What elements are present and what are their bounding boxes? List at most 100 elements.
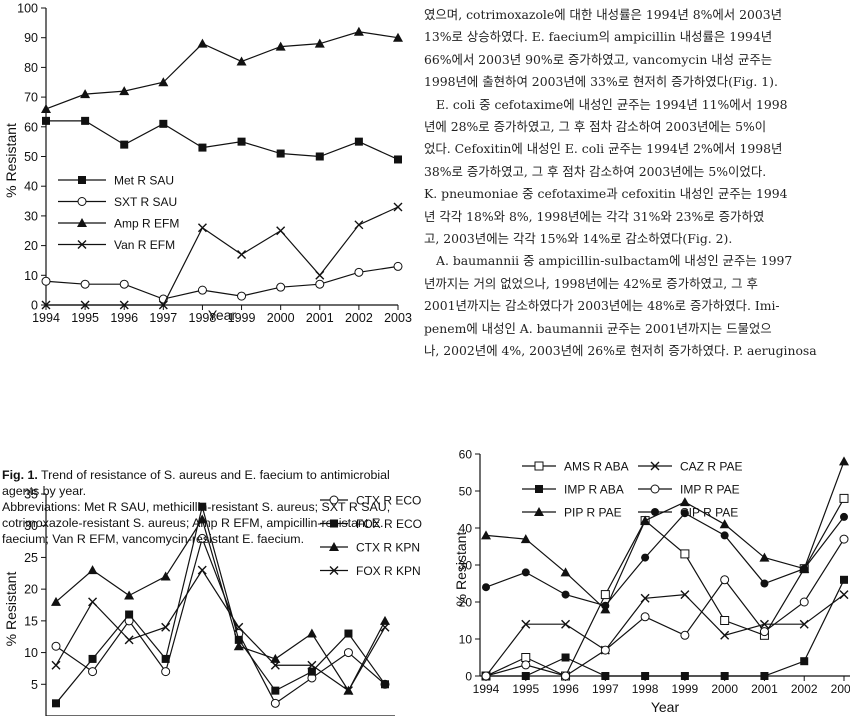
data-point: [393, 32, 403, 42]
series-line: [485, 461, 845, 611]
y-tick-label: 30: [24, 519, 38, 533]
y-axis-title: % Resistant: [453, 532, 469, 607]
data-point: [51, 660, 61, 670]
data-point: [197, 533, 207, 543]
legend-entry: PIP R PAE: [522, 506, 622, 520]
data-point: [561, 619, 571, 629]
legend-label: CIP R PAE: [680, 506, 738, 520]
x-tick-label: 1994: [473, 682, 500, 696]
data-point: [720, 630, 730, 640]
series-line: [55, 506, 386, 704]
x-tick-label: 2000: [267, 311, 295, 325]
series-met-r-sau: [42, 116, 402, 164]
text-line: 13%로 상승하였다. E. faecium의 ampicillin 내성률은 …: [424, 29, 773, 45]
data-point: [521, 619, 531, 629]
data-point: [719, 519, 730, 529]
text-line: K. pneumoniae 중 cefotaxime과 cefoxitin 내성…: [424, 186, 788, 202]
legend-label: SXT R SAU: [114, 195, 177, 209]
x-tick-label: 1996: [110, 311, 138, 325]
data-point: [840, 575, 848, 584]
text-line: penem에 내성인 A. baumannii 균주는 2001년까지는 드물었…: [424, 320, 772, 336]
legend-marker: [651, 508, 659, 516]
data-point: [234, 622, 244, 632]
legend-marker: [650, 484, 660, 494]
y-tick-label: 40: [459, 522, 473, 536]
x-tick-label: 1995: [71, 311, 99, 325]
data-point: [561, 590, 570, 599]
y-tick-label: 35: [24, 488, 38, 502]
text-line: 고, 2003년에는 각각 15%와 14%로 감소하였다(Fig. 2).: [424, 231, 733, 247]
data-point: [81, 116, 90, 125]
data-point: [679, 497, 690, 507]
legend-label: Met R SAU: [114, 174, 174, 188]
legend-label: CTX R ECO: [356, 494, 421, 508]
legend-marker: [329, 542, 339, 551]
data-point: [276, 282, 286, 292]
legend-marker: [535, 485, 543, 493]
data-point: [640, 515, 651, 525]
data-point: [88, 654, 97, 663]
data-point: [233, 641, 244, 651]
x-tick-label: 2003: [384, 311, 412, 325]
data-point: [275, 41, 286, 51]
data-point: [271, 686, 280, 695]
data-point: [354, 220, 364, 230]
data-point: [760, 672, 769, 680]
data-point: [80, 279, 90, 289]
data-point: [42, 116, 50, 125]
y-tick-label: 80: [24, 61, 38, 75]
legend-entry: Met R SAU: [58, 174, 174, 188]
legend-label: IMP R ABA: [564, 483, 624, 497]
series-line: [55, 536, 386, 705]
y-tick-label: 90: [24, 31, 38, 45]
legend-entry: SXT R SAU: [58, 195, 177, 209]
data-point: [720, 531, 729, 540]
series-line: [485, 498, 845, 677]
legend-label: FOX R ECO: [356, 517, 422, 531]
data-point: [601, 672, 610, 680]
y-tick-label: 0: [31, 299, 38, 313]
series-line: [485, 538, 845, 677]
y-tick-label: 20: [459, 596, 473, 610]
data-point: [800, 564, 809, 573]
data-point: [119, 279, 129, 289]
x-tick-label: 2002: [345, 311, 373, 325]
y-axis-title: % Resistant: [3, 572, 19, 647]
x-axis-title: Year: [208, 307, 237, 323]
series-cip-r-pae: [482, 509, 848, 610]
legend-entry: CTX R KPN: [320, 541, 420, 555]
data-point: [119, 86, 130, 96]
legend-marker: [330, 519, 338, 528]
series-fox-r-kpn: [51, 565, 390, 696]
data-point: [521, 672, 530, 680]
data-point: [276, 149, 285, 158]
data-point: [161, 654, 170, 663]
data-point: [561, 671, 571, 681]
figure-caption: Fig. 1. Trend of resistance of S. aureus…: [2, 467, 414, 547]
data-point: [640, 593, 650, 603]
data-point: [799, 619, 809, 629]
data-point: [354, 267, 364, 277]
series-van-r-efm: [41, 202, 403, 310]
legend-marker: [78, 176, 86, 184]
legend-entry: CAZ R PAE: [638, 460, 742, 474]
y-tick-label: 30: [24, 209, 38, 223]
legend-entry: Van R EFM: [58, 238, 175, 252]
fig-label: Fig. 1.: [2, 468, 38, 482]
data-point: [561, 653, 570, 662]
data-point: [88, 597, 98, 607]
legend-entry: Amp R EFM: [58, 217, 179, 231]
x-tick-label: 1998: [632, 682, 659, 696]
y-tick-label: 20: [24, 583, 38, 597]
data-point: [601, 601, 610, 610]
data-point: [197, 565, 207, 575]
x-tick-label: 1997: [149, 311, 177, 325]
y-tick-label: 100: [17, 2, 38, 16]
x-tick-label: 1994: [32, 311, 60, 325]
data-point: [720, 672, 729, 680]
data-point: [159, 119, 168, 128]
caption-body: Trend of resistance of S. aureus and E. …: [2, 468, 390, 498]
data-point: [236, 56, 247, 66]
y-tick-label: 25: [24, 551, 38, 565]
